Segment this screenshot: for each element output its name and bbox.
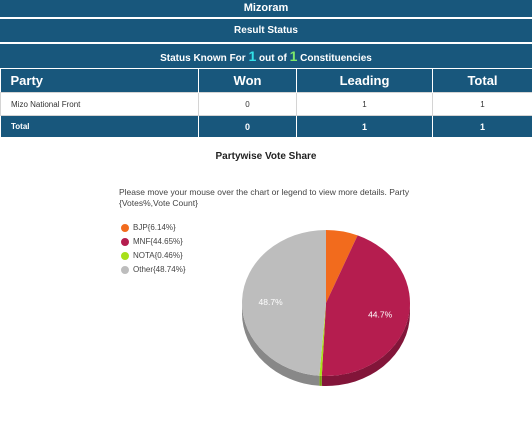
total-won: 0	[198, 115, 297, 138]
status-mid: out of	[259, 53, 287, 64]
legend-item-mnf[interactable]: MNF{44.65%}	[121, 235, 185, 249]
cell-won: 0	[198, 92, 297, 116]
status-known-bar: Status Known For 1 out of 1 Constituenci…	[0, 44, 532, 68]
results-table: Party Won Leading Total Mizo National Fr…	[0, 69, 532, 138]
pie-slice-bjp[interactable]	[326, 230, 358, 303]
cell-leading: 1	[296, 92, 433, 116]
pie-slice-other[interactable]	[241, 230, 326, 376]
pie-label-mnf: 44.7%	[368, 309, 393, 319]
cell-total: 1	[432, 92, 532, 116]
legend-label-bjp: BJP{6.14%}	[133, 223, 176, 232]
table-header-row: Party Won Leading Total	[0, 69, 532, 93]
pie-label-other: 48.7%	[259, 297, 284, 307]
total-label: Total	[0, 115, 199, 138]
chart-hint-text: Please move your mouse over the chart or…	[119, 187, 410, 208]
pie-side-nota	[319, 375, 322, 386]
legend-swatch-other	[121, 266, 129, 274]
column-header-party: Party	[0, 69, 199, 93]
legend-item-nota[interactable]: NOTA{0.46%}	[121, 249, 185, 263]
legend-label-other: Other{48.74%}	[133, 265, 186, 274]
state-title-bar: Mizoram	[0, 0, 532, 17]
pie-slice-mnf[interactable]	[321, 235, 410, 376]
legend-label-nota: NOTA{0.46%}	[133, 251, 183, 260]
state-title: Mizoram	[243, 2, 289, 14]
legend-label-mnf: MNF{44.65%}	[133, 237, 183, 246]
total-leading: 1	[296, 115, 433, 138]
result-status-bar: Result Status	[0, 19, 532, 42]
column-header-leading: Leading	[296, 69, 433, 93]
status-suffix: Constituencies	[300, 53, 372, 64]
pie-side-mnf	[321, 303, 410, 387]
column-header-total: Total	[432, 69, 532, 93]
legend-swatch-nota	[121, 252, 129, 260]
status-known-count: 1	[248, 48, 257, 64]
pie-side-other	[242, 303, 320, 386]
legend-item-other[interactable]: Other{48.74%}	[121, 263, 185, 277]
column-header-won: Won	[198, 69, 297, 93]
table-total-row: Total 0 1 1	[0, 115, 532, 138]
table-row: Mizo National Front 0 1 1	[0, 92, 532, 116]
status-total-count: 1	[289, 48, 298, 64]
legend-swatch-bjp	[121, 224, 129, 232]
status-prefix: Status Known For	[160, 53, 246, 64]
legend-item-bjp[interactable]: BJP{6.14%}	[121, 221, 185, 235]
result-status-label: Result Status	[234, 25, 298, 36]
chart-legend: BJP{6.14%} MNF{44.65%} NOTA{0.46%} Other…	[121, 221, 185, 277]
total-total: 1	[432, 115, 532, 138]
chart-title: Partywise Vote Share	[215, 151, 317, 162]
legend-swatch-mnf	[121, 238, 129, 246]
pie-slice-nota[interactable]	[319, 303, 326, 376]
